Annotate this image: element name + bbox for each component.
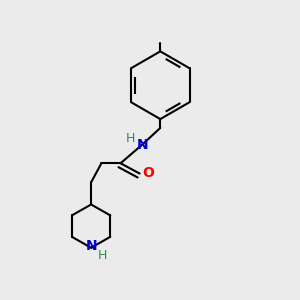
Text: N: N: [137, 138, 148, 152]
Text: H: H: [125, 132, 135, 145]
Text: O: O: [142, 166, 154, 180]
Text: N: N: [85, 239, 97, 253]
Text: H: H: [98, 249, 107, 262]
